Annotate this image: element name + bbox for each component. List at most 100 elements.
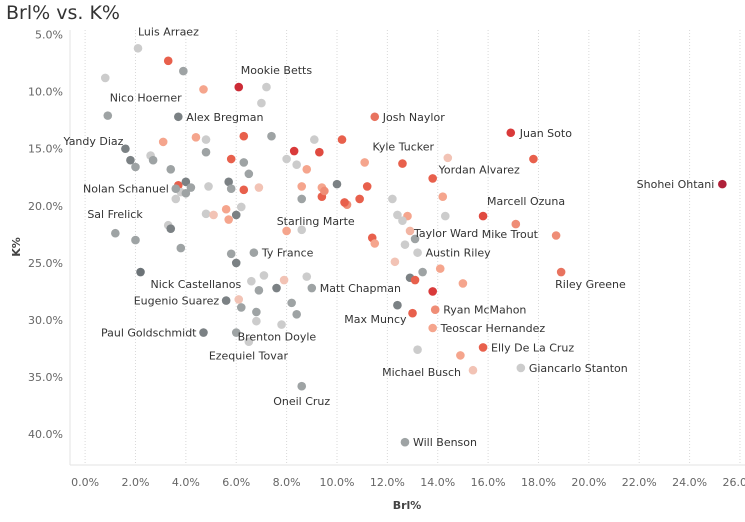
- y-tick-label: 35.0%: [28, 371, 63, 384]
- scatter-point: [393, 300, 402, 310]
- scatter-point: [458, 279, 468, 288]
- scatter-point: [310, 135, 319, 144]
- x-tick-label: 26.0%: [722, 476, 745, 489]
- scatter-point-labeled: [234, 82, 244, 92]
- point-label: Sal Frelick: [87, 208, 143, 221]
- scatter-point: [158, 137, 168, 147]
- scatter-point: [181, 177, 191, 187]
- scatter-point: [186, 183, 196, 192]
- scatter-point: [443, 153, 453, 163]
- scatter-point: [166, 224, 176, 233]
- point-label: Ty France: [261, 247, 314, 260]
- scatter-point: [239, 158, 249, 167]
- point-label: Ryan McMahon: [443, 304, 526, 317]
- scatter-point: [289, 146, 299, 156]
- scatter-point: [131, 162, 140, 172]
- scatter-point-labeled: [405, 226, 415, 236]
- scatter-point: [297, 182, 307, 191]
- scatter-point: [231, 328, 241, 337]
- scatter-point-labeled: [556, 267, 566, 277]
- scatter-point: [279, 275, 289, 285]
- point-label: Luis Arraez: [138, 25, 199, 38]
- scatter-point-labeled: [516, 363, 526, 373]
- scatter-point: [388, 194, 397, 204]
- x-tick-label: 0.0%: [71, 476, 99, 489]
- scatter-point-labeled: [468, 365, 478, 375]
- scatter-point-labeled: [111, 228, 120, 238]
- scatter-point: [410, 234, 420, 244]
- scatter-point-labeled: [171, 184, 181, 194]
- scatter-point: [292, 160, 301, 170]
- scatter-point: [337, 135, 347, 144]
- scatter-point: [302, 272, 312, 281]
- scatter-point-labeled: [307, 283, 317, 293]
- scatter-point: [163, 56, 173, 66]
- point-label: Yordan Alvarez: [438, 163, 520, 176]
- point-label: Nico Hoerner: [110, 92, 182, 105]
- scatter-point: [360, 158, 369, 167]
- y-tick-label: 20.0%: [28, 200, 63, 213]
- scatter-point: [292, 309, 301, 319]
- point-label: Oneil Cruz: [273, 395, 330, 408]
- scatter-point-labeled: [408, 308, 417, 318]
- point-label: Yandy Diaz: [62, 135, 123, 148]
- scatter-point-labeled: [174, 112, 183, 122]
- scatter-point: [410, 275, 420, 285]
- scatter-point: [244, 169, 254, 179]
- scatter-point: [100, 73, 110, 83]
- scatter-point: [413, 345, 422, 354]
- point-label: Eugenio Suarez: [134, 295, 220, 308]
- point-label: Giancarlo Stanton: [529, 362, 628, 375]
- point-label: Brenton Doyle: [238, 331, 317, 344]
- scatter-point: [171, 194, 181, 204]
- scatter-point: [418, 267, 427, 277]
- scatter-point: [428, 287, 437, 296]
- x-tick-label: 22.0%: [622, 476, 657, 489]
- x-tick-label: 20.0%: [571, 476, 606, 489]
- x-tick-labels: 0.0% 2.0% 4.0% 6.0% 8.0% 10.0% 12.0% 14.0% 16.0%…: [71, 476, 745, 489]
- scatter-point: [400, 240, 410, 249]
- scatter-point-labeled: [221, 296, 231, 305]
- x-tick-label: 8.0%: [273, 476, 301, 489]
- scatter-point: [257, 98, 266, 108]
- scatter-point: [332, 179, 342, 189]
- scatter-point: [435, 264, 445, 273]
- scatter-point: [551, 231, 561, 240]
- x-tick-label: 24.0%: [672, 476, 707, 489]
- x-axis-title: Brl%: [393, 499, 422, 512]
- scatter-point: [176, 243, 186, 253]
- scatter-point: [201, 209, 211, 219]
- scatter-point-labeled: [297, 381, 307, 391]
- scatter-point: [226, 184, 236, 194]
- point-label: Josh Naylor: [382, 111, 445, 124]
- scatter-point: [440, 211, 450, 221]
- scatter-point: [201, 147, 211, 157]
- scatter-point: [259, 271, 269, 280]
- point-label: Ezequiel Tovar: [209, 350, 289, 363]
- point-label: Paul Goldschmidt: [101, 327, 197, 340]
- scatter-point: [320, 186, 329, 196]
- scatter-point-labeled: [428, 174, 437, 183]
- axis-lines: [69, 30, 745, 466]
- scatter-point: [254, 183, 264, 192]
- point-label: Nick Castellanos: [151, 278, 242, 291]
- scatter-point: [231, 258, 241, 268]
- scatter-point-labeled: [428, 323, 437, 333]
- data-points: [100, 43, 727, 447]
- chart-title: Brl% vs. K%: [6, 2, 120, 24]
- x-tick-label: 12.0%: [370, 476, 405, 489]
- point-label: Matt Chapman: [320, 282, 401, 295]
- scatter-point-labeled: [511, 219, 521, 229]
- point-label: Mookie Betts: [241, 64, 313, 77]
- scatter-point: [390, 257, 400, 267]
- point-label: Mike Trout: [482, 228, 539, 241]
- scatter-point: [315, 147, 324, 157]
- y-tick-label: 10.0%: [28, 86, 63, 99]
- scatter-point-labeled: [103, 111, 113, 120]
- scatter-point-labeled: [133, 43, 143, 53]
- y-axis-title: K%: [10, 237, 23, 257]
- scatter-point: [204, 182, 213, 191]
- scatter-point: [355, 194, 364, 204]
- scatter-point-labeled: [199, 328, 208, 337]
